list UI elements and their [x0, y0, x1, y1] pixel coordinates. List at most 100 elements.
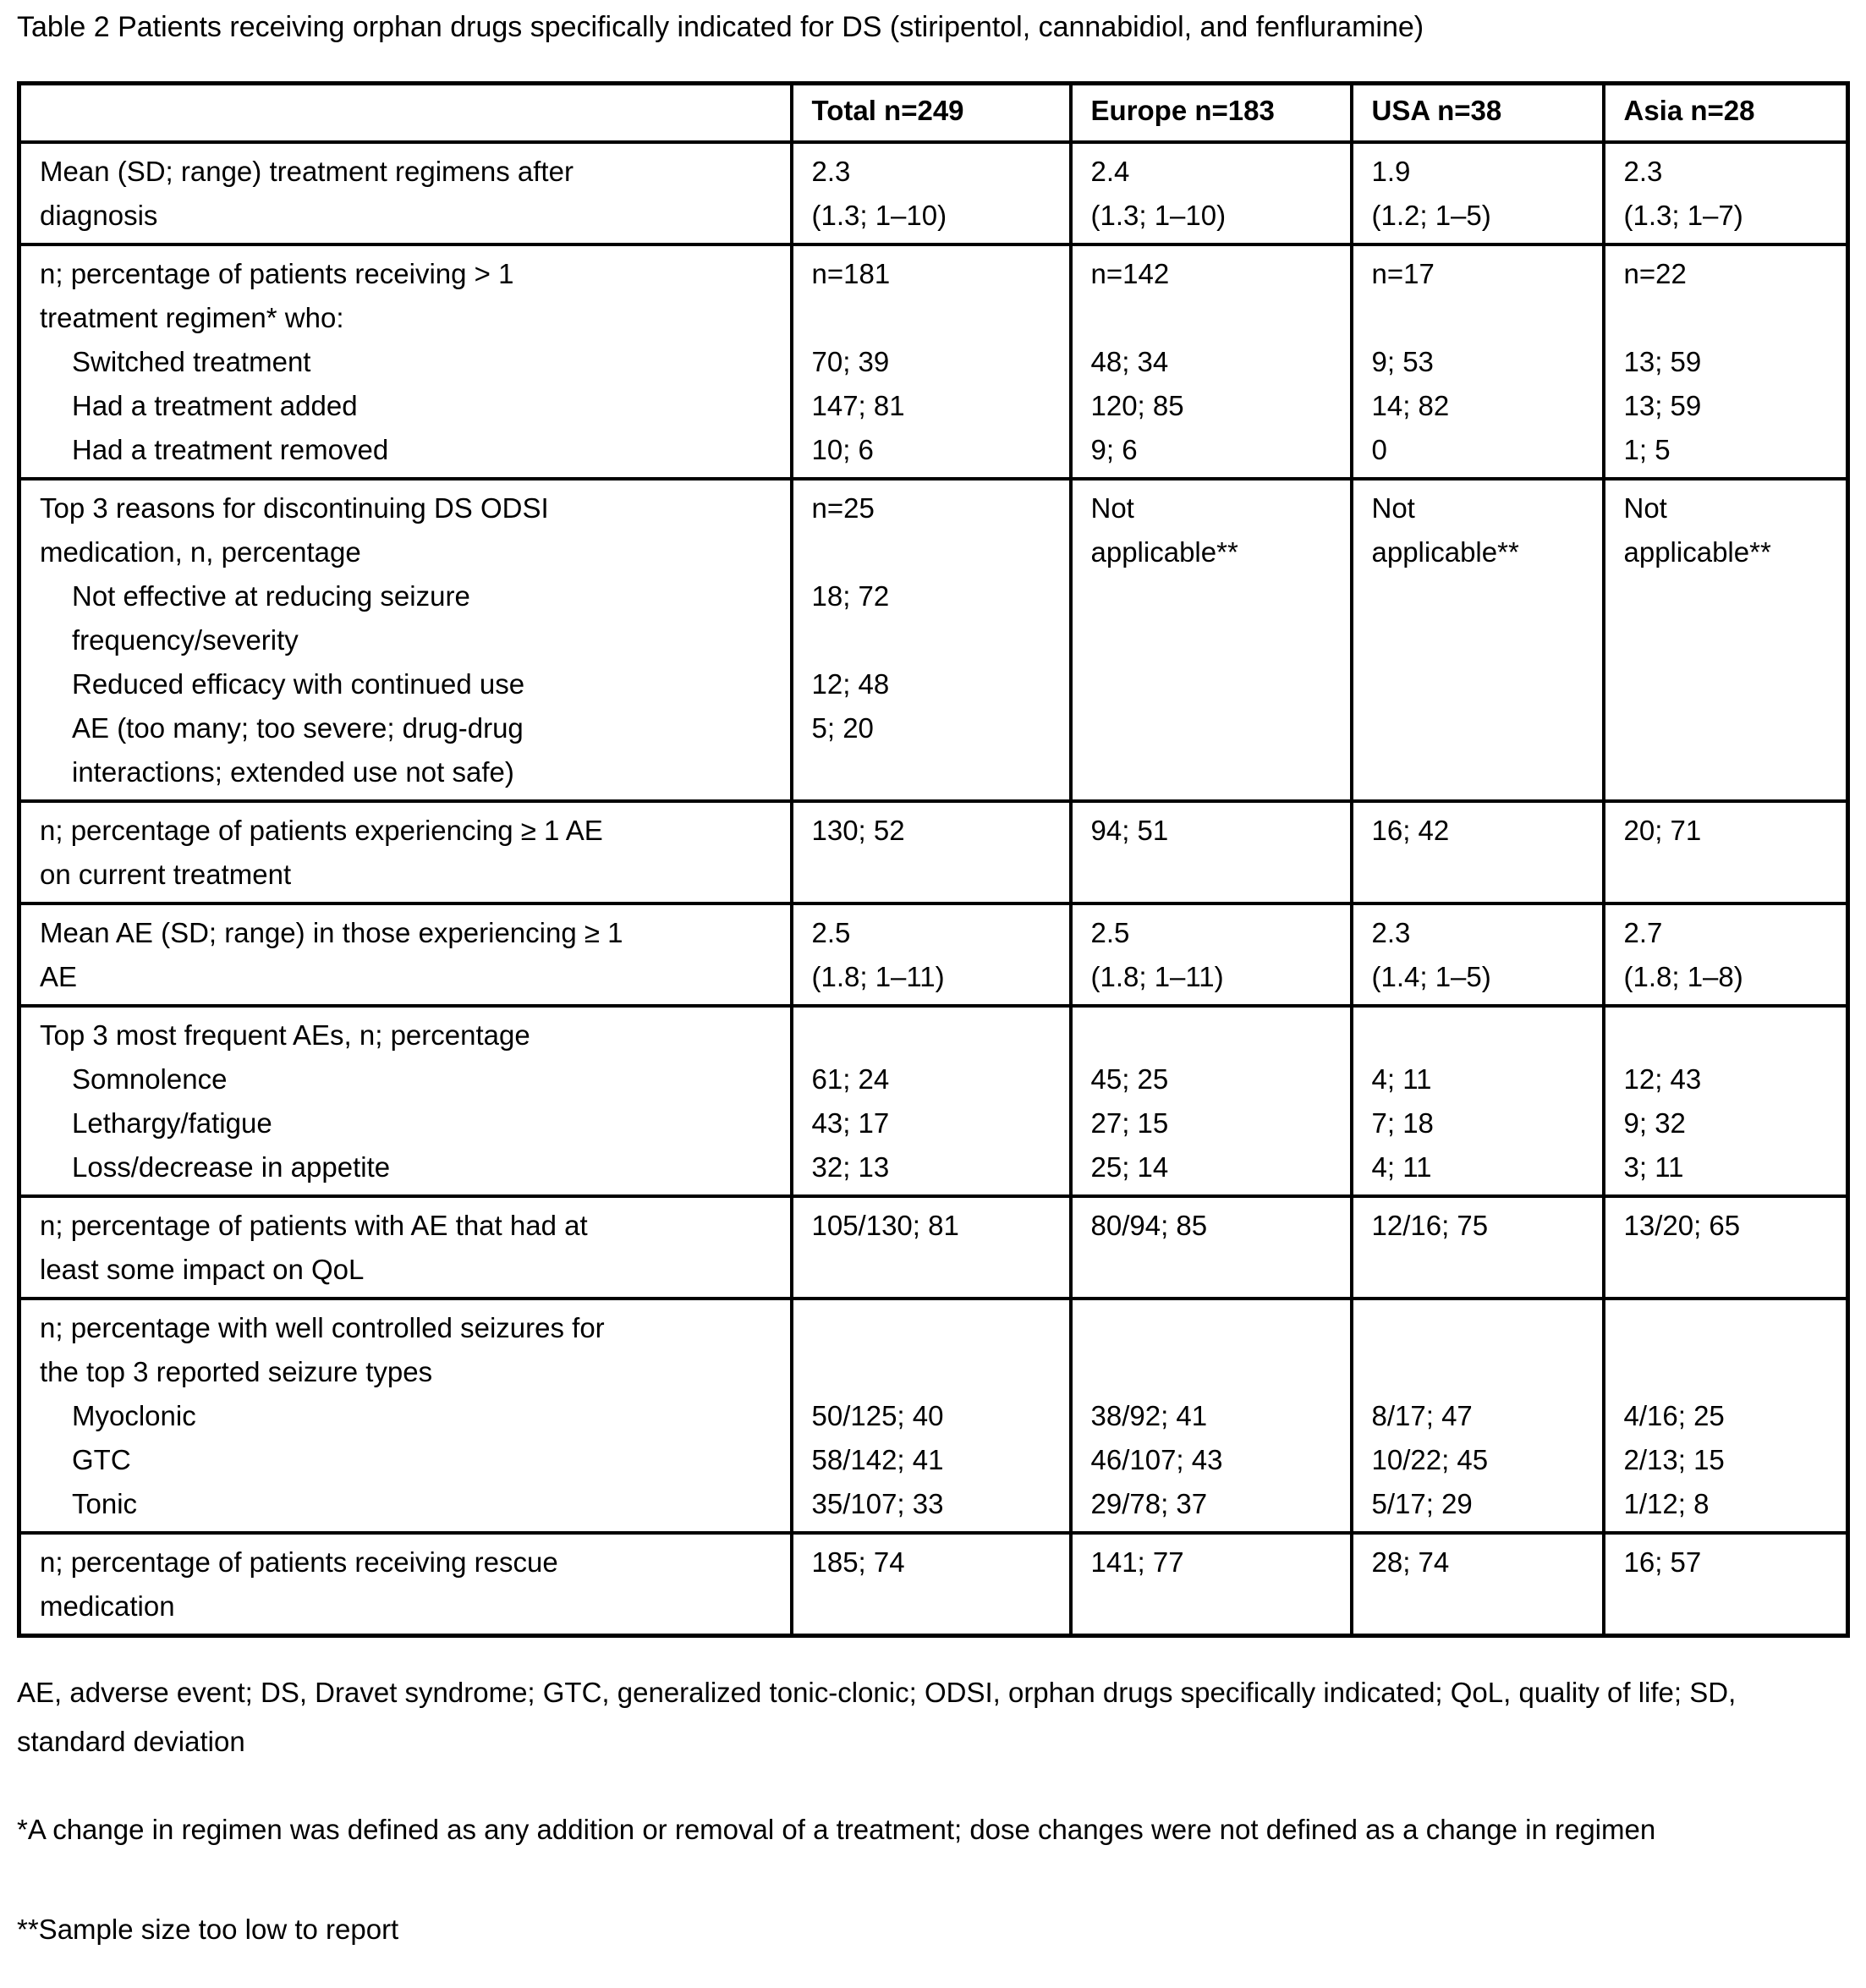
value-cell-asia: 2.7 (1.8; 1–8)	[1601, 902, 1850, 1008]
value-cell-usa: 1.9 (1.2; 1–5)	[1349, 140, 1605, 246]
value-line	[1624, 1586, 1836, 1626]
value-cell-europe: 38/92; 41 46/107; 43 29/78; 37	[1068, 1297, 1353, 1535]
value-line	[1624, 576, 1836, 616]
value-cell-asia: 16; 57	[1601, 1531, 1850, 1638]
value-line: Not	[1090, 492, 1134, 524]
row-label-cell: Top 3 reasons for discontinuing DS ODSI m…	[17, 477, 793, 803]
value-line: 27; 15	[1090, 1107, 1169, 1139]
value-line	[1372, 576, 1592, 616]
value-line	[1091, 664, 1340, 704]
value-cell-europe: 2.4 (1.3; 1–10)	[1068, 140, 1353, 246]
table-row-rescue-medication: n; percentage of patients receiving resc…	[17, 1531, 1850, 1638]
value-cell-asia: 2.3 (1.3; 1–7)	[1601, 140, 1850, 246]
value-line: n=22	[1623, 258, 1687, 289]
value-line	[1624, 1249, 1836, 1289]
value-line: Not	[1371, 492, 1415, 524]
value-line: 45; 25	[1090, 1063, 1169, 1095]
column-header-europe: Europe n=183	[1068, 81, 1353, 144]
value-line: 7; 18	[1371, 1107, 1434, 1139]
table-row-patients-receiving-gt1-regimen: n; percentage of patients receiving > 1 t…	[17, 243, 1850, 481]
value-line: 20; 71	[1623, 815, 1702, 846]
footnote-abbreviations: AE, adverse event; DS, Dravet syndrome; …	[17, 1677, 1737, 1757]
value-line: 28; 74	[1371, 1546, 1450, 1578]
value-cell-usa: Not applicable**	[1349, 477, 1605, 803]
value-line: 13; 59	[1623, 390, 1702, 421]
row-label-cell: Top 3 most frequent AEs, n; percentage So…	[17, 1004, 793, 1198]
value-line: n=142	[1090, 258, 1170, 289]
label-line: AE	[40, 961, 78, 992]
value-cell-europe: 80/94; 85	[1068, 1194, 1353, 1300]
value-line	[1372, 664, 1592, 704]
table-row-mean-treatment-regimens: Mean (SD; range) treatment regimens afte…	[17, 140, 1850, 246]
value-line: 58/142; 41	[811, 1444, 944, 1475]
label-line: AE (too many; too severe; drug-drug	[72, 712, 524, 744]
value-line: applicable**	[1371, 536, 1519, 568]
label-line: Had a treatment removed	[72, 434, 389, 465]
value-line	[1624, 664, 1836, 704]
label-line: Tonic	[72, 1488, 138, 1519]
value-line: 50/125; 40	[811, 1400, 944, 1431]
value-line	[1091, 752, 1340, 792]
value-line: 32; 13	[811, 1151, 890, 1183]
value-line: 8/17; 47	[1371, 1400, 1473, 1431]
label-line: Mean (SD; range) treatment regimens afte…	[40, 156, 574, 187]
value-line: (1.4; 1–5)	[1371, 961, 1491, 992]
value-line	[1372, 620, 1592, 660]
value-line: 70; 39	[811, 346, 890, 377]
label-line: Loss/decrease in appetite	[72, 1151, 391, 1183]
value-cell-asia: 4/16; 25 2/13; 15 1/12; 8	[1601, 1297, 1850, 1535]
value-line: (1.3; 1–7)	[1623, 200, 1743, 231]
value-line: 5; 20	[811, 712, 874, 744]
value-line: 12; 48	[811, 668, 890, 700]
value-line: (1.2; 1–5)	[1371, 200, 1491, 231]
value-line: (1.3; 1–10)	[1090, 200, 1227, 231]
value-line: 4/16; 25	[1623, 1400, 1725, 1431]
value-cell-europe: 2.5 (1.8; 1–11)	[1068, 902, 1353, 1008]
value-line: 25; 14	[1090, 1151, 1169, 1183]
value-line: n=181	[811, 258, 891, 289]
label-line: frequency/severity	[72, 624, 299, 656]
value-line	[812, 1308, 1059, 1348]
value-cell-europe: n=142 48; 34 120; 85 9; 6	[1068, 243, 1353, 481]
value-line	[1372, 1249, 1592, 1289]
value-line	[1372, 1015, 1592, 1055]
label-line: Mean AE (SD; range) in those experiencin…	[40, 917, 623, 948]
value-line: 5/17; 29	[1371, 1488, 1473, 1519]
row-label-cell: n; percentage with well controlled seizu…	[17, 1297, 793, 1535]
table-body: Total n=249 Europe n=183 USA n=38 Asia n=28…	[17, 81, 1850, 1638]
value-line: 4; 11	[1371, 1151, 1432, 1183]
value-line	[1091, 1586, 1340, 1626]
label-line: Top 3 reasons for discontinuing DS ODSI	[40, 492, 549, 524]
label-line: Top 3 most frequent AEs, n; percentage	[40, 1019, 530, 1051]
value-cell-usa: 2.3 (1.4; 1–5)	[1349, 902, 1605, 1008]
value-line: 1.9	[1371, 156, 1411, 187]
value-line	[1091, 708, 1340, 748]
value-line	[1091, 298, 1340, 338]
value-line	[812, 752, 1059, 792]
value-cell-asia: 12; 43 9; 32 3; 11	[1601, 1004, 1850, 1198]
table-row-ae-impact-on-qol: n; percentage of patients with AE that h…	[17, 1194, 1850, 1300]
value-line: 9; 32	[1623, 1107, 1686, 1139]
value-line: 94; 51	[1090, 815, 1169, 846]
label-line: interactions; extended use not safe)	[72, 756, 514, 788]
value-cell-total: 130; 52	[789, 799, 1073, 905]
label-line: Reduced efficacy with continued use	[72, 668, 525, 700]
value-line: 2.4	[1090, 156, 1130, 187]
value-cell-total: 2.3 (1.3; 1–10)	[789, 140, 1073, 246]
label-line: the top 3 reported seizure types	[40, 1356, 433, 1387]
label-line: n; percentage of patients with AE that h…	[40, 1210, 588, 1241]
label-line: Lethargy/fatigue	[72, 1107, 272, 1139]
value-cell-usa: n=17 9; 53 14; 82 0	[1349, 243, 1605, 481]
label-line: on current treatment	[40, 859, 292, 890]
value-cell-europe: 45; 25 27; 15 25; 14	[1068, 1004, 1353, 1198]
value-line: 43; 17	[811, 1107, 890, 1139]
value-line	[1624, 298, 1836, 338]
value-line	[1091, 576, 1340, 616]
value-line: 10/22; 45	[1371, 1444, 1489, 1475]
table-row-well-controlled-seizures: n; percentage with well controlled seizu…	[17, 1297, 1850, 1535]
value-line: 80/94; 85	[1090, 1210, 1208, 1241]
value-line: 16; 42	[1371, 815, 1450, 846]
value-line: 13/20; 65	[1623, 1210, 1741, 1241]
value-line: 2.7	[1623, 917, 1663, 948]
footnotes-section: AE, adverse event; DS, Dravet syndrome; …	[17, 1668, 1759, 1954]
